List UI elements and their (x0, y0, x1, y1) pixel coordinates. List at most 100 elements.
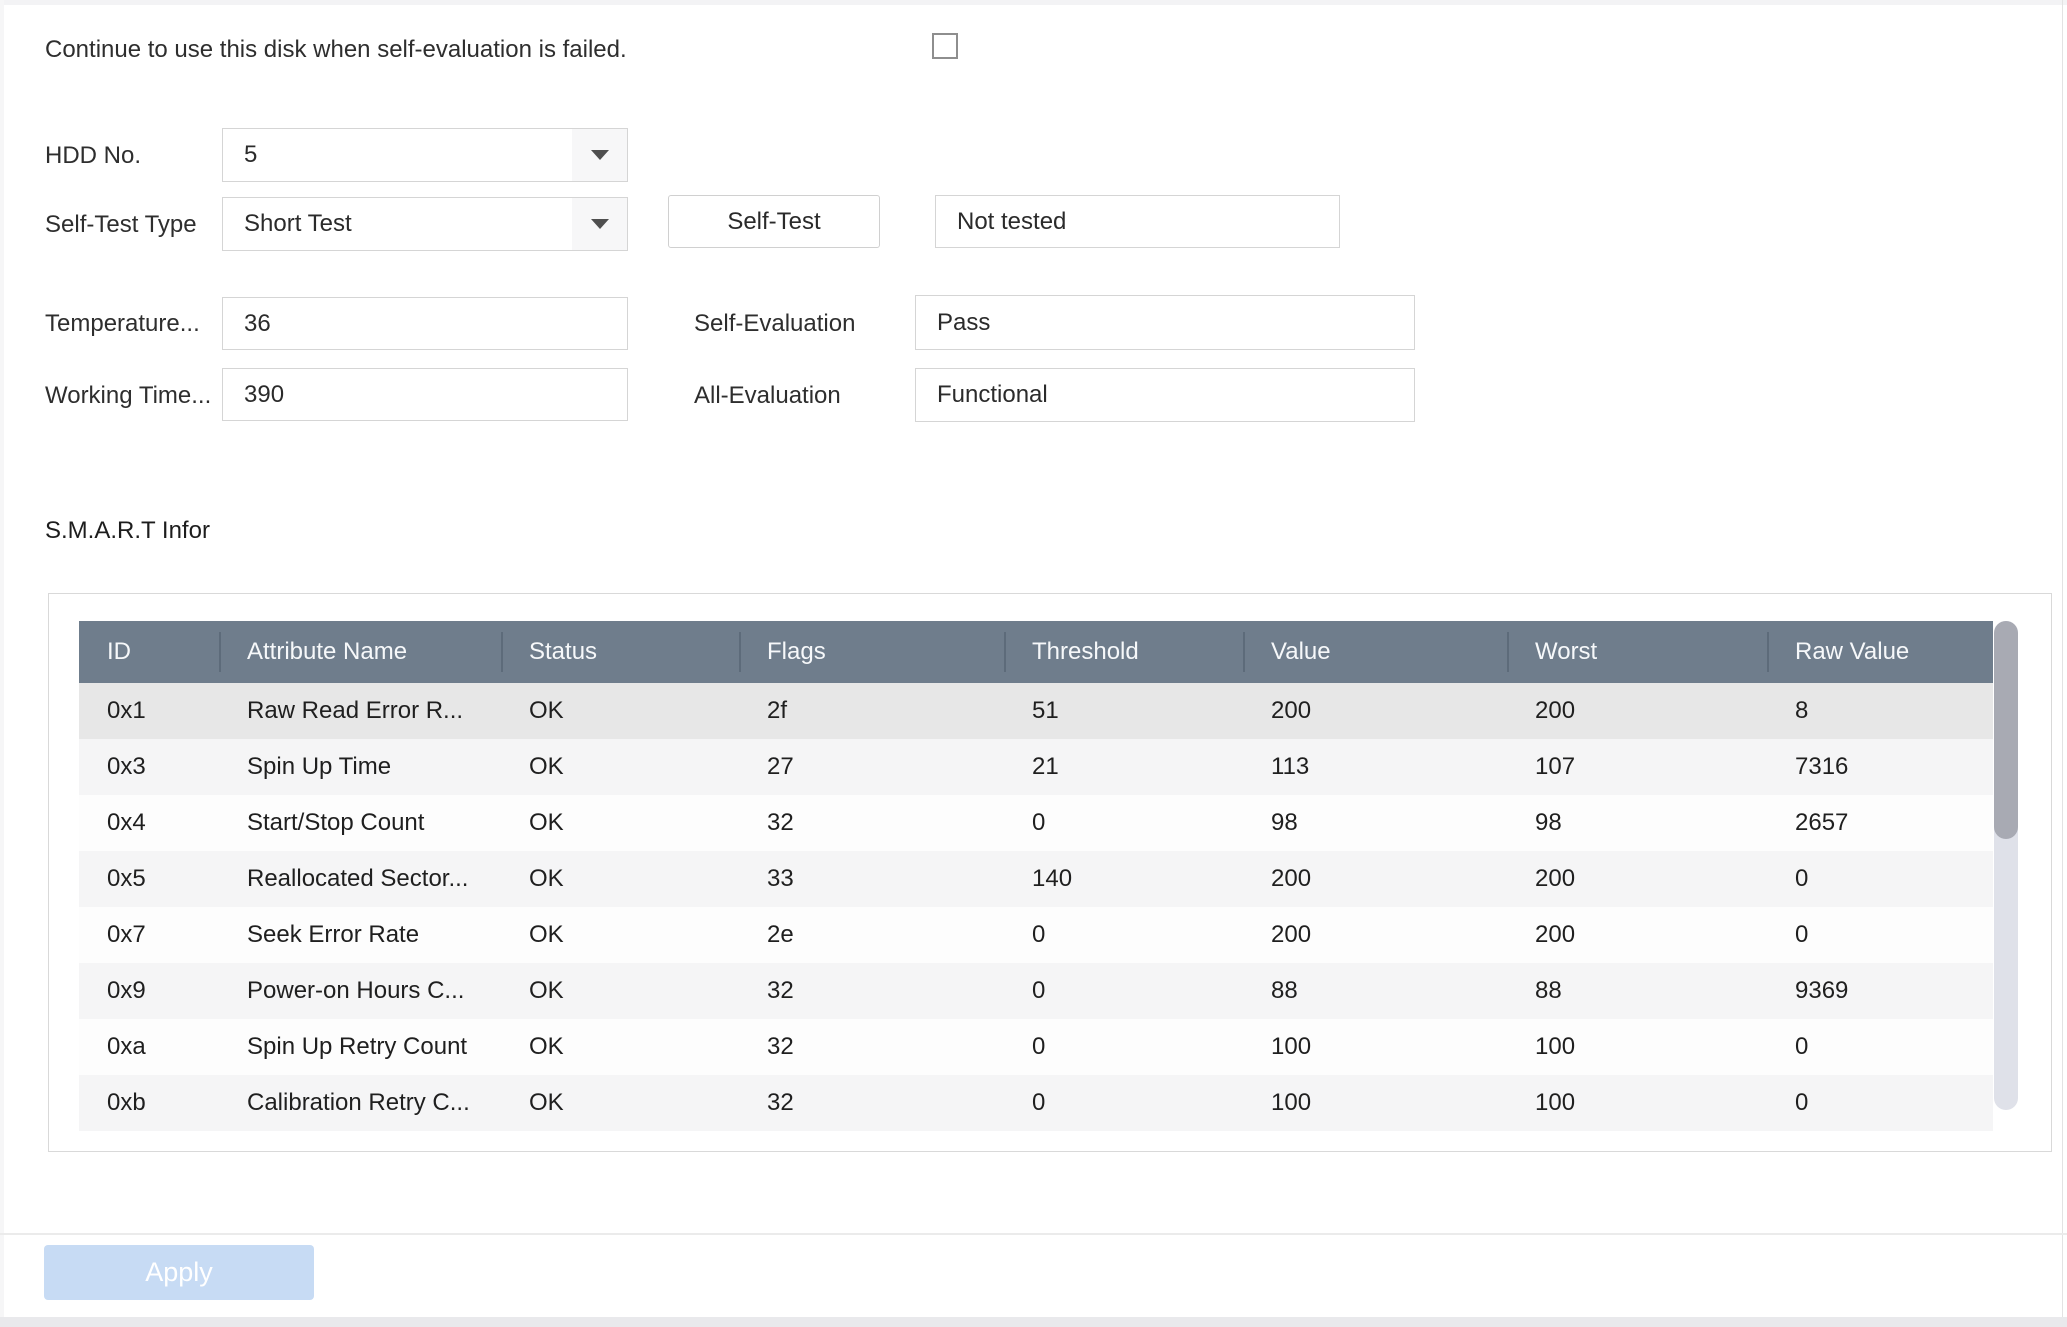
self-evaluation-label: Self-Evaluation (694, 310, 856, 337)
table-cell: 2657 (1795, 809, 1849, 836)
table-cell: 2e (767, 921, 794, 948)
table-cell: 113 (1271, 753, 1310, 780)
column-header-threshold: Threshold (1004, 621, 1243, 683)
table-cell: Start/Stop Count (247, 809, 425, 836)
table-cell: Seek Error Rate (247, 921, 420, 948)
table-cell: 0xb (107, 1089, 146, 1116)
table-cell: 100 (1271, 1089, 1312, 1116)
table-cell: 0 (1032, 921, 1046, 948)
table-cell: 0x7 (107, 921, 146, 948)
hdd-no-select[interactable]: 5 (222, 128, 628, 182)
column-header-attribute-name: Attribute Name (219, 621, 501, 683)
table-row[interactable]: 0x3 Spin Up Time OK 27 21 113 107 7316 (79, 739, 1993, 795)
self-test-type-label: Self-Test Type (45, 211, 197, 238)
table-cell: OK (529, 1033, 564, 1060)
window-edge-top (0, 0, 2067, 5)
table-cell: Spin Up Retry Count (247, 1033, 468, 1060)
table-cell: 33 (767, 865, 794, 892)
self-test-type-dropdown-zone[interactable] (572, 198, 627, 250)
continue-use-disk-checkbox[interactable] (932, 33, 958, 59)
table-cell: 51 (1032, 697, 1059, 724)
table-cell: 0 (1795, 921, 1809, 948)
table-cell: OK (529, 1089, 564, 1116)
smart-table-body: 0x1 Raw Read Error R... OK 2f 51 200 200 8 0x3 Sp… (79, 683, 1993, 1131)
table-cell: OK (529, 697, 564, 724)
table-scrollbar-track[interactable] (1994, 621, 2018, 1110)
working-time-field[interactable]: 390 (222, 368, 628, 421)
table-cell: 32 (767, 809, 794, 836)
table-row[interactable]: 0x7 Seek Error Rate OK 2e 0 200 200 0 (79, 907, 1993, 963)
table-cell: 0 (1795, 1033, 1809, 1060)
table-cell: 9369 (1795, 977, 1849, 1004)
self-test-type-value: Short Test (244, 210, 352, 237)
column-header-raw-value: Raw Value (1767, 621, 1993, 683)
table-cell: OK (529, 921, 564, 948)
window-edge-right (2062, 0, 2063, 1327)
column-header-worst: Worst (1507, 621, 1767, 683)
table-row[interactable]: 0xa Spin Up Retry Count OK 32 0 100 100 0 (79, 1019, 1993, 1075)
table-cell: 8 (1795, 697, 1809, 724)
column-header-status: Status (501, 621, 739, 683)
table-cell: 21 (1032, 753, 1059, 780)
table-cell: Power-on Hours C... (247, 977, 465, 1004)
table-cell: Calibration Retry C... (247, 1089, 470, 1116)
hdd-no-label: HDD No. (45, 142, 142, 169)
smart-table: ID Attribute Name Status Flags Threshold Valu… (79, 621, 1993, 1131)
temperature-label: Temperature... (45, 310, 200, 337)
table-cell: 140 (1032, 865, 1073, 892)
table-cell: 0 (1795, 1089, 1809, 1116)
window-edge-bottom (0, 1317, 2067, 1327)
table-row[interactable]: 0x9 Power-on Hours C... OK 32 0 88 88 9369 (79, 963, 1993, 1019)
self-test-button[interactable]: Self-Test (668, 195, 880, 248)
self-test-result-field[interactable]: Not tested (935, 195, 1340, 248)
column-header-value: Value (1243, 621, 1507, 683)
all-evaluation-field[interactable]: Functional (915, 368, 1415, 422)
table-cell: 0x1 (107, 697, 146, 724)
table-cell: 32 (767, 977, 794, 1004)
hdd-no-dropdown-zone[interactable] (572, 129, 627, 181)
continue-use-disk-label: Continue to use this disk when self-eval… (45, 36, 627, 63)
table-row[interactable]: 0x1 Raw Read Error R... OK 2f 51 200 200 8 (79, 683, 1993, 739)
table-cell: 0xa (107, 1033, 146, 1060)
table-cell: OK (529, 977, 564, 1004)
chevron-down-icon (590, 150, 609, 160)
table-cell: 200 (1535, 921, 1576, 948)
self-test-type-select[interactable]: Short Test (222, 197, 628, 251)
table-cell: 0x5 (107, 865, 146, 892)
chevron-down-icon (590, 219, 609, 229)
column-header-flags: Flags (739, 621, 1004, 683)
table-cell: 200 (1535, 697, 1576, 724)
table-row[interactable]: 0x4 Start/Stop Count OK 32 0 98 98 2657 (79, 795, 1993, 851)
temperature-field[interactable]: 36 (222, 297, 628, 350)
table-cell: 88 (1271, 977, 1298, 1004)
working-time-label: Working Time... (45, 382, 212, 409)
table-cell: OK (529, 753, 564, 780)
table-cell: 107 (1535, 753, 1576, 780)
table-cell: 0 (1795, 865, 1809, 892)
footer-divider (0, 1233, 2067, 1235)
table-cell: 7316 (1795, 753, 1849, 780)
table-cell: 0x3 (107, 753, 146, 780)
table-cell: 0 (1032, 1033, 1046, 1060)
apply-button[interactable]: Apply (44, 1245, 314, 1300)
table-row[interactable]: 0x5 Reallocated Sector... OK 33 140 200 200 0 (79, 851, 1993, 907)
table-cell: 200 (1271, 865, 1312, 892)
table-cell: 32 (767, 1089, 794, 1116)
column-header-id: ID (107, 638, 131, 665)
all-evaluation-label: All-Evaluation (694, 382, 841, 409)
smart-table-header: ID Attribute Name Status Flags Threshold Valu… (79, 621, 1993, 683)
table-cell: 32 (767, 1033, 794, 1060)
table-cell: 0 (1032, 977, 1046, 1004)
table-cell: 0x9 (107, 977, 146, 1004)
table-cell: 0 (1032, 809, 1046, 836)
table-scrollbar-thumb[interactable] (1994, 621, 2018, 839)
table-cell: Reallocated Sector... (247, 865, 469, 892)
self-evaluation-field[interactable]: Pass (915, 295, 1415, 350)
table-cell: 200 (1535, 865, 1576, 892)
smart-info-panel: ID Attribute Name Status Flags Threshold Valu… (48, 593, 2052, 1152)
table-cell: 88 (1535, 977, 1562, 1004)
table-cell: Raw Read Error R... (247, 697, 464, 724)
table-cell: 200 (1271, 697, 1312, 724)
table-cell: 200 (1271, 921, 1312, 948)
table-row[interactable]: 0xb Calibration Retry C... OK 32 0 100 100 0 (79, 1075, 1993, 1131)
